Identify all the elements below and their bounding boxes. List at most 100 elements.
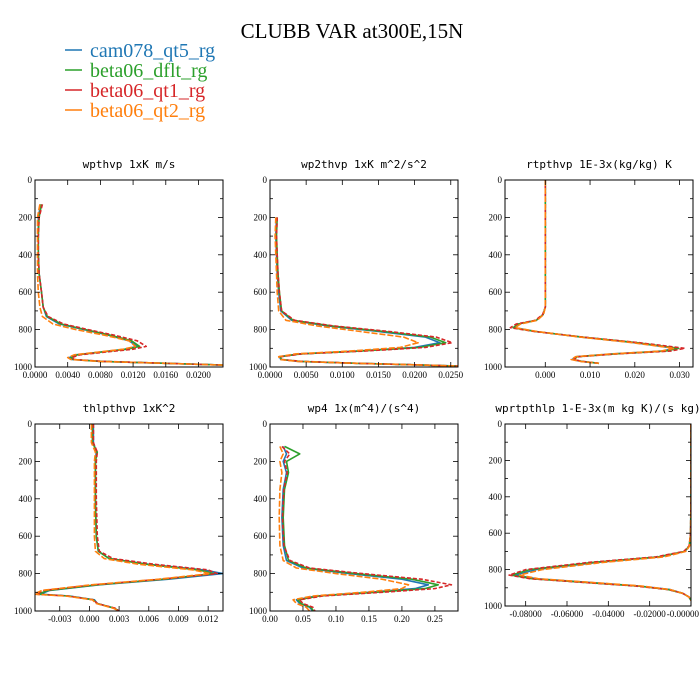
series-line-cam078-qt5-rg — [39, 424, 223, 611]
x-tick-label: 0.0150 — [366, 370, 391, 380]
x-tick-label: -0.02000 — [634, 609, 667, 619]
y-tick-label: 800 — [254, 325, 268, 335]
series-line-beta06-qt1-rg — [509, 180, 686, 365]
figure-title: CLUBB VAR at300E,15N — [241, 19, 464, 43]
legend-item-qt2: beta06_qt2_rg — [65, 100, 205, 122]
series-line-beta06-qt1-rg — [37, 204, 223, 366]
legend: cam078_qt5_rg beta06_dflt_rg beta06_qt1_… — [65, 40, 215, 122]
x-tick-label: 0.0000 — [23, 370, 48, 380]
y-tick-label: 1000 — [249, 606, 268, 616]
y-tick-label: 400 — [19, 494, 33, 504]
panel-title: wp2thvp 1xK m^2/s^2 — [301, 158, 427, 171]
series-line-beta06-dflt-rg — [512, 180, 680, 365]
x-tick-label: 0.030 — [669, 370, 690, 380]
y-tick-label: 0 — [28, 419, 33, 429]
x-tick-label: 0.10 — [328, 614, 344, 624]
y-tick-label: 800 — [19, 325, 33, 335]
x-tick-label: 0.020 — [625, 370, 646, 380]
y-tick-label: 1000 — [484, 601, 503, 611]
y-tick-label: 200 — [254, 456, 268, 466]
y-tick-label: 0 — [28, 175, 33, 185]
x-tick-label: -0.00000 — [667, 609, 700, 619]
panel-title: wprtpthlp 1-E-3x(m kg K)/(s kg) — [495, 402, 700, 415]
y-tick-label: 800 — [254, 569, 268, 579]
x-tick-label: 0.0120 — [121, 370, 146, 380]
y-tick-label: 600 — [489, 528, 503, 538]
x-tick-label: 0.00 — [262, 614, 278, 624]
y-tick-label: 1000 — [249, 362, 268, 372]
x-tick-label: -0.08000 — [510, 609, 543, 619]
series-line-cam078-qt5-rg — [281, 446, 430, 611]
x-tick-label: 0.000 — [79, 614, 100, 624]
x-tick-label: 0.003 — [109, 614, 130, 624]
series-line-beta06-dflt-rg — [510, 424, 691, 601]
series-line-beta06-qt2-rg — [513, 180, 676, 365]
legend-item-qt1: beta06_qt1_rg — [65, 80, 205, 102]
series-line-beta06-qt1-rg — [275, 217, 458, 367]
panel-series — [35, 424, 223, 611]
y-tick-label: 0 — [263, 419, 268, 429]
panel-series — [36, 204, 223, 366]
y-tick-label: 600 — [254, 531, 268, 541]
series-line-beta06-dflt-rg — [37, 424, 215, 611]
panel-title: rtpthvp 1E-3x(kg/kg) K — [526, 158, 672, 171]
x-tick-label: -0.06000 — [551, 609, 584, 619]
series-line-beta06-qt2-rg — [36, 204, 223, 366]
x-tick-label: 0.0250 — [438, 370, 463, 380]
panel-title: wpthvp 1xK m/s — [83, 158, 176, 171]
y-tick-label: 600 — [489, 287, 503, 297]
y-tick-label: 400 — [254, 250, 268, 260]
x-tick-label: 0.012 — [198, 614, 218, 624]
panel-series — [274, 217, 458, 367]
y-tick-label: 1000 — [14, 362, 33, 372]
x-tick-label: -0.003 — [48, 614, 72, 624]
y-tick-label: 1000 — [484, 362, 503, 372]
x-tick-label: 0.000 — [535, 370, 556, 380]
y-tick-label: 400 — [19, 250, 33, 260]
legend-label-dflt: beta06_dflt_rg — [90, 60, 207, 82]
x-tick-label: 0.006 — [139, 614, 160, 624]
y-tick-label: 400 — [489, 250, 503, 260]
x-tick-label: 0.0050 — [294, 370, 319, 380]
x-tick-label: 0.0200 — [186, 370, 211, 380]
series-line-beta06-qt2-rg — [274, 217, 458, 367]
x-tick-label: 0.009 — [168, 614, 189, 624]
y-tick-label: 600 — [19, 531, 33, 541]
y-tick-label: 800 — [19, 569, 33, 579]
legend-label-qt2: beta06_qt2_rg — [90, 100, 205, 122]
x-tick-label: 0.0200 — [402, 370, 427, 380]
series-line-cam078-qt5-rg — [274, 217, 458, 367]
y-tick-label: 200 — [19, 212, 33, 222]
series-line-beta06-dflt-rg — [282, 445, 440, 611]
x-tick-label: 0.25 — [427, 614, 443, 624]
legend-item-cam078: cam078_qt5_rg — [65, 40, 215, 62]
x-tick-label: 0.010 — [580, 370, 601, 380]
series-line-cam078-qt5-rg — [514, 424, 691, 601]
y-tick-label: 200 — [19, 456, 33, 466]
x-tick-label: 0.15 — [361, 614, 377, 624]
panel-title: wp4 1x(m^4)/(s^4) — [308, 402, 421, 415]
legend-item-dflt: beta06_dflt_rg — [65, 60, 207, 82]
y-tick-label: 800 — [489, 325, 503, 335]
y-tick-label: 0 — [498, 419, 503, 429]
x-tick-label: 0.05 — [295, 614, 311, 624]
panel-series — [509, 180, 686, 365]
panel-series — [278, 445, 453, 611]
panel-2: wp2thvp 1xK m^2/s^2020040060080010000.00… — [249, 158, 464, 380]
y-tick-label: 800 — [489, 565, 503, 575]
y-tick-label: 0 — [498, 175, 503, 185]
series-line-beta06-qt1-rg — [35, 424, 218, 611]
x-tick-label: 0.0100 — [330, 370, 355, 380]
x-tick-label: 0.0080 — [88, 370, 113, 380]
y-tick-label: 400 — [489, 492, 503, 502]
legend-label-cam078: cam078_qt5_rg — [90, 40, 215, 62]
y-tick-label: 600 — [254, 287, 268, 297]
y-tick-label: 600 — [19, 287, 33, 297]
panel-4: thlpthvp 1xK^2 0 200 400 600 800 1000 -0.003 0.0… — [14, 402, 224, 624]
series-line-cam078-qt5-rg — [513, 180, 676, 365]
y-tick-label: 1000 — [14, 606, 33, 616]
